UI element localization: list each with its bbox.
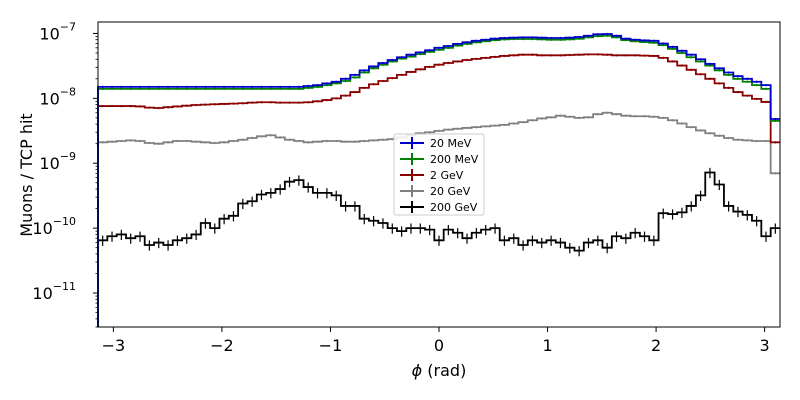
- legend-item: 20 MeV: [400, 137, 472, 150]
- error-bars: [102, 32, 776, 121]
- legend-frame: [393, 133, 485, 216]
- error-bars: [102, 111, 776, 175]
- y-tick-label-exponent: −8: [60, 85, 76, 98]
- x-tick-label: 3: [760, 336, 770, 355]
- plot-series: [97, 32, 780, 327]
- y-tick-label-base: 10: [32, 219, 52, 238]
- x-tick-label: 0: [434, 336, 444, 355]
- y-tick-label-exponent: −11: [53, 280, 76, 293]
- y-tick-label-exponent: −9: [60, 150, 76, 163]
- x-tick-label: −1: [319, 336, 343, 355]
- y-axis-label: Muons / TCP hit: [17, 113, 36, 236]
- legend-item: 200 MeV: [400, 153, 479, 166]
- legend-item: 2 GeV: [400, 169, 464, 182]
- legend-item: 20 GeV: [400, 185, 471, 198]
- x-axis-label-unit: (rad): [422, 361, 466, 380]
- x-axis-label: ϕ (rad): [412, 361, 467, 380]
- x-tick-label: −2: [210, 336, 234, 355]
- y-tick-label-exponent: −7: [60, 20, 76, 33]
- x-tick-label: −3: [102, 336, 126, 355]
- y-tick-label-base: 10: [39, 89, 59, 108]
- legend-label: 20 MeV: [430, 137, 472, 150]
- x-axis: −3 −2 −1 0 1 2 3: [102, 327, 770, 355]
- y-tick-label: 10−7: [39, 20, 76, 43]
- legend-label: 200 GeV: [430, 201, 478, 214]
- y-tick-label: 10−9: [39, 150, 76, 173]
- y-tick-label-exponent: −10: [53, 215, 76, 228]
- series-20-mev: [97, 32, 780, 327]
- x-tick-label: 1: [542, 336, 552, 355]
- legend-item: 200 GeV: [400, 201, 478, 214]
- y-tick-label-base: 10: [39, 154, 59, 173]
- y-tick-label: 10−10: [32, 215, 76, 238]
- legend-label: 200 MeV: [430, 153, 479, 166]
- series-2-gev: [97, 53, 780, 327]
- y-tick-label: 10−11: [32, 280, 76, 303]
- series-20-gev: [97, 111, 780, 327]
- legend-label: 2 GeV: [430, 169, 464, 182]
- legend-label: 20 GeV: [430, 185, 471, 198]
- series-line: [97, 53, 780, 327]
- x-axis-label-symbol: ϕ: [412, 361, 423, 380]
- x-tick-label: 2: [651, 336, 661, 355]
- series-line: [97, 171, 780, 327]
- legend: 20 MeV 200 MeV 2 GeV 20 GeV 200 GeV: [393, 133, 485, 216]
- y-tick-label: 10−8: [39, 85, 76, 108]
- y-tick-label-base: 10: [39, 24, 59, 43]
- y-tick-label-base: 10: [32, 284, 52, 303]
- series-line: [97, 34, 780, 327]
- error-bars: [102, 53, 776, 144]
- series-200-gev: [97, 167, 780, 327]
- error-bars: [102, 167, 776, 257]
